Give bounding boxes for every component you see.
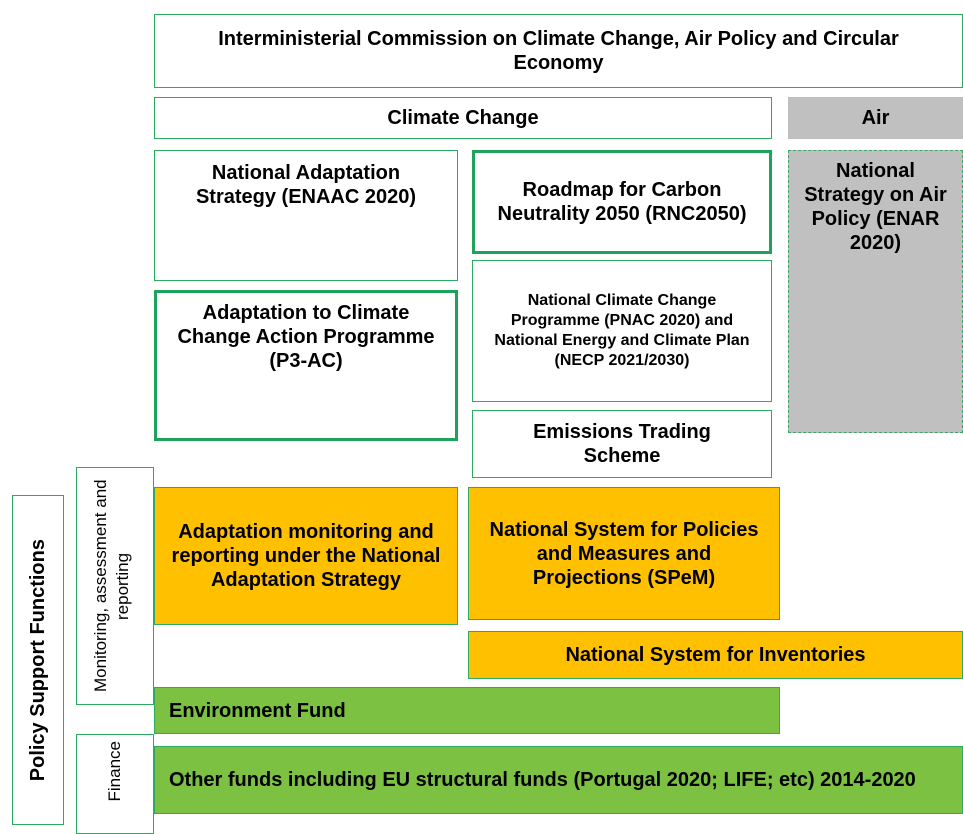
monitoring-frame: Monitoring, assessment and reporting (76, 467, 154, 705)
adaptation-monitoring-box: Adaptation monitoring and reporting unde… (154, 487, 458, 625)
ets-box: Emissions Trading Scheme (472, 410, 772, 478)
spem-box: National System for Policies and Measure… (468, 487, 780, 620)
inventories-box: National System for Inventories (468, 631, 963, 679)
finance-label: Finance (105, 741, 124, 802)
monitoring-label: Monitoring, assessment and reporting (91, 479, 132, 693)
page: { "header": {"title": "Interministerial … (12, 14, 963, 834)
climate-change-header: Climate Change (154, 97, 772, 139)
policy-support-frame: Policy Support Functions (12, 495, 64, 825)
pnac-box: National Climate Change Programme (PNAC … (472, 260, 772, 402)
policy-support-label: Policy Support Functions (26, 538, 49, 782)
roadmap-box: Roadmap for Carbon Neutrality 2050 (RNC2… (472, 150, 772, 254)
finance-frame: Finance (76, 734, 154, 834)
environment-fund-box: Environment Fund (154, 687, 780, 734)
air-policy-box: National Strategy on Air Policy (ENAR 20… (788, 150, 963, 433)
other-funds-box: Other funds including EU structural fund… (154, 746, 963, 814)
nas-box: National Adaptation Strategy (ENAAC 2020… (154, 150, 458, 281)
air-header: Air (788, 97, 963, 139)
commission-box: Interministerial Commission on Climate C… (154, 14, 963, 88)
p3ac-box: Adaptation to Climate Change Action Prog… (154, 290, 458, 441)
